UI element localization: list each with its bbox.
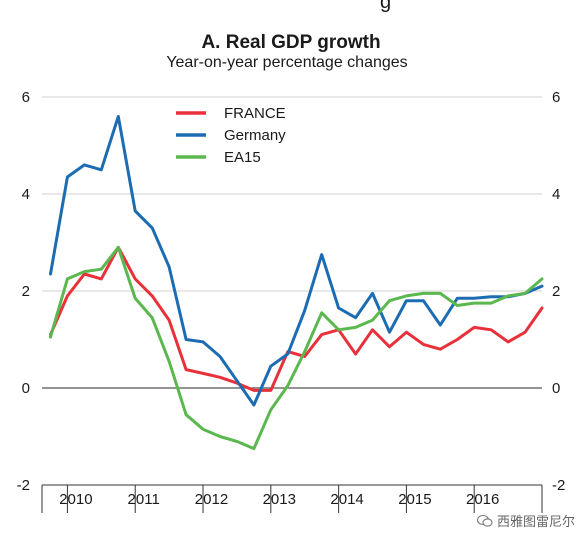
header-fragment: g [380, 0, 391, 13]
series-layer [49, 114, 544, 451]
legend-label-france: FRANCE [224, 105, 286, 122]
legend: FRANCE Germany EA15 [176, 105, 286, 166]
legend-label-ea15: EA15 [224, 149, 261, 166]
axis-layer: -2 -2 0 0 2 2 4 4 6 6 2010 2011 2012 2013 2014 2015 2016 [17, 89, 565, 513]
x-tick-2014: 2014 [330, 491, 363, 508]
x-tick-2016: 2016 [466, 491, 499, 508]
watermark: 西雅图雷尼尔 [476, 511, 575, 530]
y-tick-right-0: 0 [552, 380, 560, 397]
legend-label-germany: Germany [224, 127, 286, 144]
y-tick-left-4: 4 [22, 186, 30, 203]
x-tick-2012: 2012 [195, 491, 228, 508]
series-line-france [49, 245, 544, 392]
series-line-germany [49, 114, 544, 407]
watermark-text: 西雅图雷尼尔 [496, 514, 575, 529]
wechat-icon [476, 514, 493, 527]
y-tick-left-0: 0 [22, 380, 30, 397]
x-tick-2011: 2011 [128, 491, 160, 508]
y-tick-left--2: -2 [17, 477, 30, 494]
y-tick-right-6: 6 [552, 89, 560, 106]
series-line-ea15 [49, 245, 544, 451]
x-tick-2013: 2013 [263, 491, 296, 508]
x-tick-2010: 2010 [59, 491, 92, 508]
y-tick-left-2: 2 [22, 283, 30, 300]
y-tick-left-6: 6 [22, 89, 30, 106]
y-tick-right-2: 2 [552, 283, 560, 300]
grid-layer [42, 96, 542, 389]
x-tick-2015: 2015 [398, 491, 431, 508]
chart-subtitle: Year-on-year percentage changes [166, 54, 407, 71]
chart-title: A. Real GDP growth [201, 32, 380, 53]
y-tick-right-4: 4 [552, 186, 560, 203]
y-tick-right--2: -2 [552, 477, 565, 494]
